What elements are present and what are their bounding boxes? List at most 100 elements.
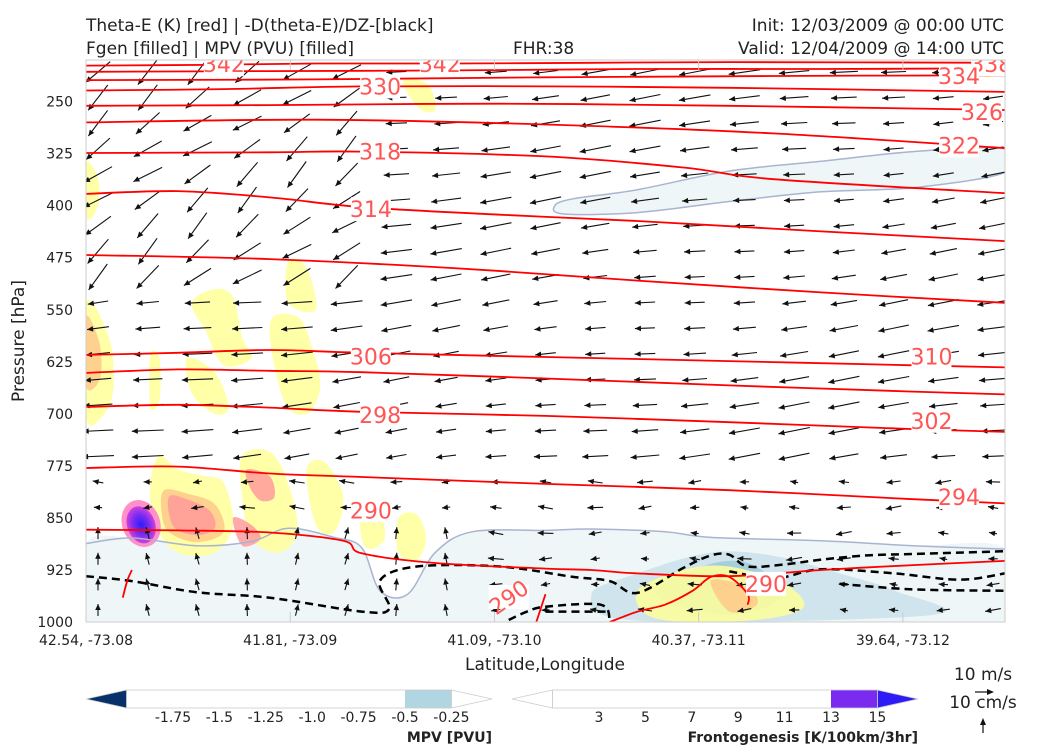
wind-vector-head [481, 147, 488, 153]
wind-vector-head [678, 96, 686, 103]
mpv-colorbar-extend-right [450, 689, 493, 709]
wind-vector-head [734, 248, 741, 255]
wind-vector-head [640, 556, 648, 562]
wind-vector-head [729, 121, 737, 127]
wind-vector-head [233, 300, 240, 306]
theta-e-contour-322 [86, 118, 1005, 149]
wind-vector-head [294, 527, 300, 534]
wind-vector-head [829, 327, 836, 333]
wind-vector-head [330, 326, 338, 333]
wind-vector-head [532, 95, 539, 102]
wind-vector-head [828, 429, 835, 436]
fgen-colorbar: 3 5 7 9 11 13 15 [511, 689, 919, 726]
theta-e-label-bg [746, 571, 787, 596]
wind-vector-head [932, 69, 939, 76]
wind-vector-head [480, 173, 487, 179]
wind-vector-head [629, 147, 636, 154]
wind-vector-head [86, 229, 92, 235]
wind-vector-head [381, 223, 388, 230]
wind-vector-head [393, 527, 400, 534]
wind-vector-head [581, 70, 588, 77]
wind-vector-head [184, 300, 191, 306]
wind-vector-head [194, 553, 201, 560]
mpv-colorbar: -1.75 -1.5 -1.25 -1.0 -0.75 -0.5 -0.25 [85, 689, 493, 726]
wind-vector-head [135, 325, 142, 332]
wind-vector-head [380, 301, 388, 307]
fgen-colorbar-tick-label: 13 [822, 710, 840, 726]
wind-vector-head [244, 604, 250, 611]
y-tick-label: 325 [46, 147, 73, 163]
wind-vector-head [281, 377, 288, 384]
mpv-colorbar-tick-label: -1.5 [206, 710, 233, 726]
wind-vector-head [282, 99, 290, 105]
wind-vector-head [281, 352, 288, 358]
wind-vector-head [981, 172, 988, 179]
wind-vector-head [232, 278, 240, 284]
ref-vertical-arrowhead [980, 718, 986, 725]
theta-e-label-8: 314 [350, 198, 392, 223]
wind-vector-head [681, 403, 688, 409]
wind-vector-head [393, 552, 400, 559]
theta-e-contour-290 [86, 528, 1005, 578]
theta-e-contours [86, 61, 1005, 622]
wind-vector-head [485, 428, 492, 434]
wind-vector-head [343, 578, 350, 586]
wind-vector-head [383, 378, 390, 384]
wind-vector-head [529, 173, 537, 180]
wind-vector-head [286, 154, 293, 161]
wind-vector-head [443, 527, 449, 534]
mpv-colorbar-tick-label: -1.75 [155, 710, 191, 726]
wind-vector-head [632, 402, 639, 409]
fgen-region-12 [245, 468, 275, 502]
wind-vector-head [334, 429, 341, 435]
wind-vector-head [582, 453, 589, 460]
wind-vector-head [783, 274, 790, 281]
wind-vector-head [183, 279, 191, 286]
wind-vector-head [143, 504, 150, 510]
theta-e-label-bg [488, 585, 529, 610]
wind-vector-head [980, 198, 987, 205]
y-tick-label: 475 [46, 251, 73, 267]
wind-vector-head [88, 129, 95, 136]
theta-e-label-bg [939, 63, 980, 88]
fgen-colorbar-segment [831, 690, 878, 708]
wind-vector-head [877, 353, 885, 359]
wind-vector-head [534, 428, 541, 434]
wind-vector-head [683, 351, 690, 357]
wind-vector-head [231, 377, 238, 383]
wind-vector-head [931, 198, 939, 204]
fgen-colorbar-tick-label: 5 [641, 710, 650, 726]
wind-vector-head [181, 377, 188, 383]
theta-e-label-16: 290 [745, 573, 787, 598]
wind-vector-head [680, 429, 687, 435]
wind-vector-head [829, 69, 836, 76]
y-axis-ticks: 250 325 400 475 550 625 700 775 850 925 1000 [37, 95, 73, 631]
wind-vector-head [782, 146, 789, 152]
wind-vector-head [95, 578, 101, 585]
wind-vector-head [737, 607, 744, 613]
wind-vector-head [977, 275, 984, 282]
wind-vector-head [729, 96, 736, 102]
reference-vector-key: 10 m/s 10 cm/s [949, 665, 1017, 733]
wind-vector-head [533, 70, 540, 76]
fgen-region-7 [269, 313, 321, 415]
wind-vector-head [733, 197, 740, 204]
wind-vector-head [883, 172, 890, 178]
wind-vector-head [883, 120, 890, 127]
wind-vector-head [882, 223, 889, 230]
wind-vector-head [778, 429, 785, 436]
wind-vector-head [239, 504, 246, 511]
wind-vector-head [634, 274, 641, 281]
wind-vector-head [95, 552, 101, 559]
mpv-colorbar-tick-label: -0.75 [340, 710, 376, 726]
wind-vector-head [583, 428, 590, 434]
wind-vector-head [580, 96, 587, 102]
mpv-colorbar-segment [405, 690, 452, 708]
wind-vector-head [684, 325, 691, 332]
theta-e-label-10: 306 [350, 345, 392, 370]
wind-vector-head [92, 479, 100, 485]
wind-vector-head [330, 300, 337, 307]
wind-vector-head [490, 504, 497, 511]
wind-vector-head [881, 69, 888, 76]
wind-vector-head [237, 206, 244, 214]
